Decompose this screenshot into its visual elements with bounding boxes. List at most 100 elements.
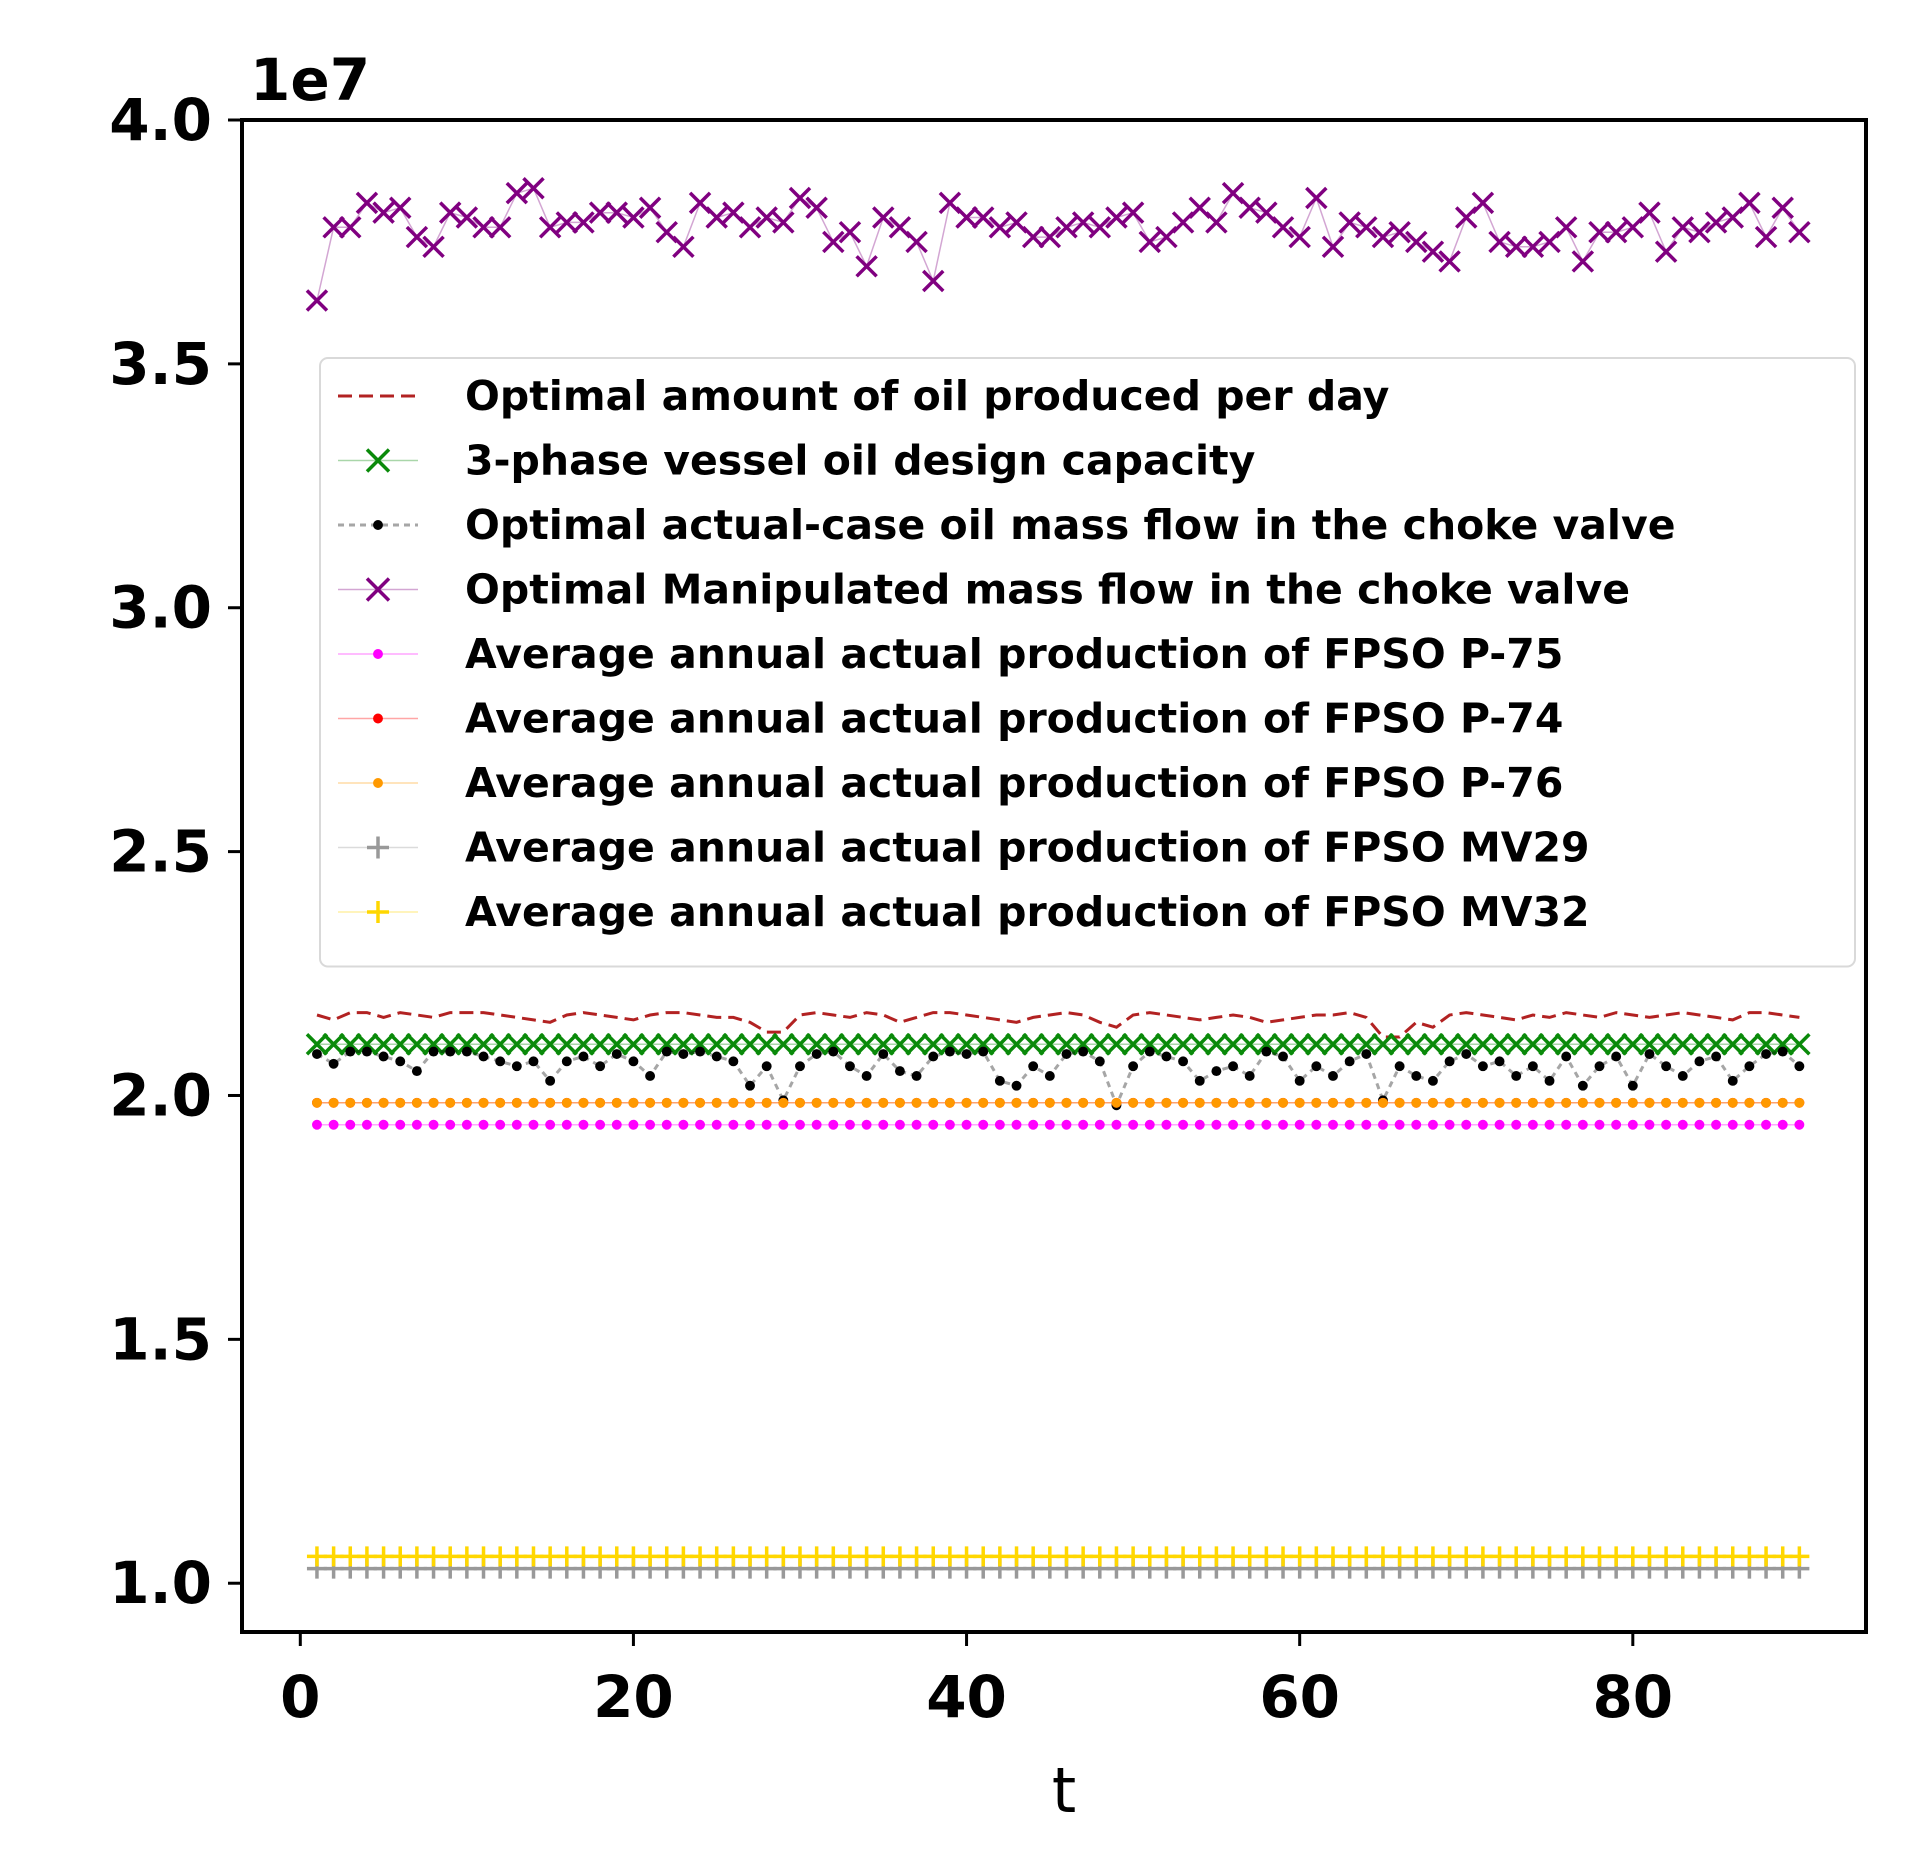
data-point	[505, 1033, 529, 1056]
data-point	[645, 1097, 656, 1108]
data-point	[378, 1119, 389, 1130]
data-point	[872, 206, 895, 229]
data-point	[1611, 1051, 1622, 1062]
data-point	[1744, 1119, 1755, 1130]
data-point	[1278, 1119, 1288, 1130]
data-point	[738, 216, 762, 239]
data-point	[1238, 196, 1261, 220]
data-point	[1294, 1097, 1305, 1108]
data-point	[422, 1033, 445, 1056]
data-point	[1588, 220, 1611, 244]
data-point	[1711, 1051, 1722, 1062]
data-point	[405, 1033, 429, 1056]
data-point	[1344, 1119, 1355, 1130]
data-point	[778, 1097, 789, 1108]
data-point	[711, 1051, 722, 1062]
data-point	[688, 1033, 712, 1056]
data-point	[1544, 1075, 1555, 1086]
data-point	[1627, 1097, 1638, 1108]
data-point	[755, 206, 778, 229]
data-point	[1411, 1097, 1422, 1108]
data-point	[1394, 1097, 1405, 1108]
data-point	[1761, 1119, 1772, 1130]
data-point	[645, 1071, 656, 1081]
data-point	[1371, 1033, 1395, 1056]
data-point	[711, 1097, 722, 1108]
data-point	[505, 181, 529, 205]
data-point	[1444, 1119, 1455, 1130]
data-point	[878, 1119, 889, 1130]
data-point	[495, 1119, 506, 1130]
data-point	[845, 1097, 855, 1108]
data-point	[1238, 1033, 1261, 1056]
legend-item: Optimal Manipulated mass flow in the cho…	[338, 566, 1630, 614]
data-point	[1527, 1119, 1538, 1130]
data-point	[788, 186, 812, 210]
data-point	[428, 1046, 439, 1057]
data-point	[628, 1119, 639, 1130]
data-point	[928, 1051, 939, 1062]
data-point	[628, 1097, 639, 1108]
data-point	[445, 1046, 456, 1057]
data-point	[312, 1097, 322, 1108]
data-point	[1021, 225, 1045, 249]
legend-item: Average annual actual production of FPSO…	[338, 630, 1563, 678]
legend-item: Average annual actual production of FPSO…	[338, 888, 1590, 936]
data-point	[1554, 216, 1578, 239]
data-point	[511, 1097, 522, 1108]
data-point	[1727, 1119, 1738, 1130]
data-point	[1255, 1033, 1278, 1056]
data-point	[528, 1119, 539, 1130]
data-point	[611, 1097, 622, 1108]
data-point	[388, 196, 412, 220]
data-point	[345, 1046, 356, 1057]
data-point	[1311, 1061, 1322, 1072]
data-point	[1078, 1046, 1089, 1057]
data-point	[911, 1071, 922, 1081]
data-point	[1654, 240, 1678, 263]
legend-label: Optimal actual-case oil mass flow in the…	[465, 501, 1676, 549]
data-point	[1388, 220, 1411, 244]
y-tick-label: 1.5	[109, 1305, 212, 1373]
data-point	[405, 225, 429, 249]
data-point	[805, 1033, 828, 1056]
data-point	[1071, 1033, 1095, 1056]
data-point	[1394, 1119, 1405, 1130]
data-point	[894, 1097, 905, 1108]
data-point	[572, 1033, 595, 1056]
data-point	[855, 1033, 878, 1056]
data-point	[1661, 1119, 1672, 1130]
data-point	[1688, 1033, 1711, 1056]
legend-item: Optimal amount of oil produced per day	[338, 372, 1389, 420]
data-point	[1577, 1097, 1588, 1108]
data-point	[1588, 1033, 1611, 1056]
y-tick-label: 3.5	[109, 330, 212, 398]
data-point	[1161, 1119, 1172, 1130]
data-point	[955, 1033, 978, 1056]
data-point	[1405, 230, 1428, 254]
data-point	[1621, 1033, 1645, 1056]
data-point	[472, 1033, 495, 1056]
data-point	[761, 1097, 772, 1108]
data-point	[1144, 1119, 1155, 1130]
data-point	[1061, 1049, 1072, 1059]
data-point	[538, 1033, 562, 1056]
series-1	[316, 1011, 1800, 1039]
data-point	[388, 1033, 412, 1056]
legend-item: 3-phase vessel oil design capacity	[338, 437, 1255, 485]
data-point	[638, 196, 662, 220]
data-point	[1444, 1097, 1455, 1108]
data-point	[1554, 1033, 1578, 1056]
data-point	[838, 1033, 862, 1056]
data-point	[994, 1097, 1005, 1108]
data-point	[538, 216, 562, 239]
data-point	[928, 1097, 939, 1108]
data-point	[1477, 1061, 1488, 1072]
data-point	[1344, 1097, 1355, 1108]
data-point	[878, 1049, 889, 1059]
data-point	[894, 1066, 905, 1077]
data-point	[1205, 211, 1228, 234]
data-point	[1461, 1119, 1472, 1130]
data-point	[1638, 1033, 1661, 1056]
data-point	[955, 206, 978, 229]
